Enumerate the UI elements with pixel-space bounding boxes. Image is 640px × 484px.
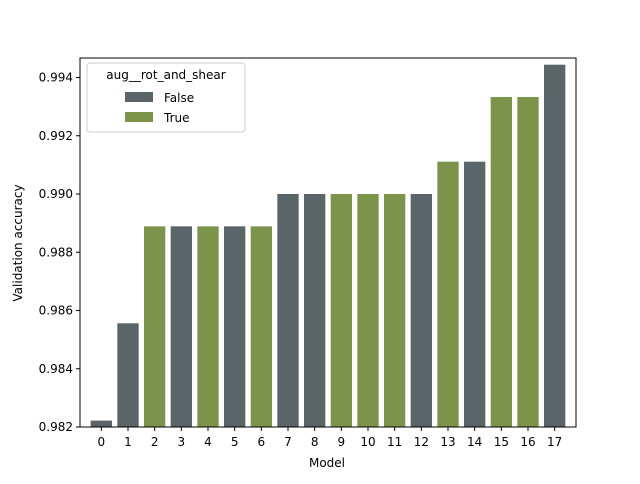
x-tick-label: 17 [547, 435, 562, 449]
y-tick-label: 0.990 [39, 187, 73, 201]
x-tick-label: 8 [311, 435, 319, 449]
x-tick-label: 3 [178, 435, 186, 449]
bar-model-0 [90, 420, 112, 427]
x-tick-label: 12 [414, 435, 429, 449]
x-tick-label: 4 [204, 435, 212, 449]
y-ticks-group: 0.982 0.984 0.986 0.988 0.990 0.992 0.994 [39, 71, 80, 434]
x-tick-label: 7 [284, 435, 292, 449]
legend: aug__rot_and_shear False True [86, 62, 246, 133]
y-axis-label: Validation accuracy [11, 184, 25, 301]
x-tick-label: 10 [360, 435, 375, 449]
x-axis-label: Model [309, 456, 345, 470]
x-tick-label: 14 [467, 435, 482, 449]
y-tick-label: 0.992 [39, 129, 73, 143]
legend-title: aug__rot_and_shear [106, 68, 225, 82]
x-tick-label: 13 [440, 435, 455, 449]
legend-label-true: True [163, 111, 190, 125]
bar-model-13 [437, 161, 459, 427]
x-tick-label: 0 [98, 435, 106, 449]
x-ticks-group: 0 1 2 3 4 5 6 7 8 9 10 11 12 13 14 15 16 17 [98, 427, 562, 449]
x-tick-label: 1 [124, 435, 132, 449]
y-tick-label: 0.994 [39, 71, 73, 85]
bar-model-3 [170, 226, 192, 427]
bar-model-4 [197, 226, 219, 427]
bar-model-1 [117, 323, 139, 427]
legend-label-false: False [164, 91, 194, 105]
y-tick-label: 0.982 [39, 420, 73, 434]
legend-swatch-false [125, 92, 153, 102]
x-tick-label: 9 [338, 435, 346, 449]
x-tick-label: 5 [231, 435, 239, 449]
bar-model-9 [330, 194, 352, 427]
x-tick-label: 15 [494, 435, 509, 449]
x-tick-label: 11 [387, 435, 402, 449]
y-tick-label: 0.984 [39, 362, 73, 376]
legend-swatch-true [125, 112, 153, 122]
bar-model-12 [410, 194, 432, 427]
bar-model-10 [357, 194, 379, 427]
x-tick-label: 2 [151, 435, 159, 449]
y-tick-label: 0.986 [39, 304, 73, 318]
bar-model-16 [517, 97, 539, 427]
bar-model-5 [224, 226, 246, 427]
bar-model-2 [144, 226, 166, 427]
x-tick-label: 6 [258, 435, 266, 449]
bar-model-15 [490, 97, 512, 427]
bar-model-14 [464, 161, 486, 427]
bar-model-11 [384, 194, 406, 427]
plot-frame [79, 57, 577, 428]
bars-group [90, 64, 566, 428]
bar-model-6 [250, 226, 272, 427]
bar-model-8 [304, 194, 326, 427]
x-tick-label: 16 [520, 435, 535, 449]
bar-model-17 [544, 64, 566, 428]
bar-model-7 [277, 194, 299, 427]
y-tick-label: 0.988 [39, 245, 73, 259]
